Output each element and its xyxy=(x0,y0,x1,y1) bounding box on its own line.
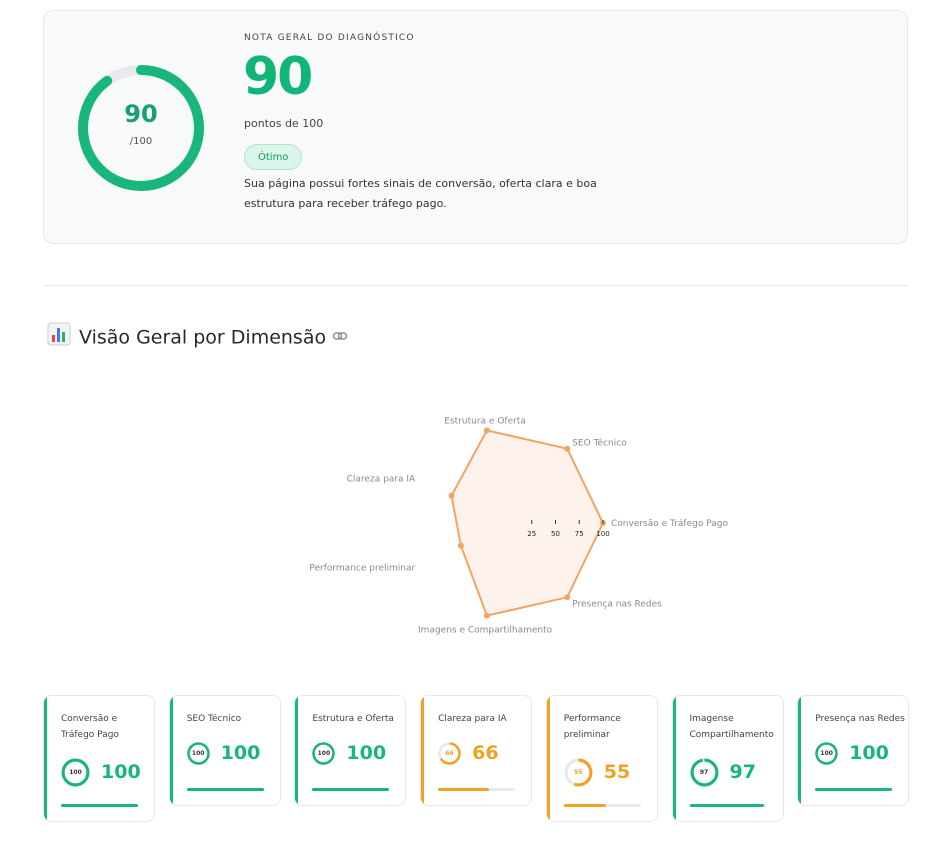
radar-axis-label: Conversão e Tráfego Pago xyxy=(611,519,728,529)
dimension-ring-label: 97 xyxy=(699,768,709,776)
dimension-score: 100 xyxy=(101,760,141,783)
dimension-ring-label: 100 xyxy=(317,749,331,757)
radar-axis-label: Performance preliminar xyxy=(309,564,415,574)
dimension-progress-track xyxy=(312,788,390,791)
dimension-accent-stripe xyxy=(295,696,299,805)
dimension-name: Estrutura e Oferta xyxy=(312,714,394,724)
dimension-progress-fill xyxy=(563,804,607,807)
radar-axis-label: Imagens e Compartilhamento xyxy=(418,625,553,635)
radar-series-area xyxy=(450,429,605,617)
dimension-score: 97 xyxy=(729,760,756,783)
ring-score: 90 xyxy=(124,100,158,128)
overall-score-card: 90 /100 NOTA GERAL DO DIAGNÓSTICO 90 pon… xyxy=(43,10,908,244)
dimension-card: Clareza para IA 66 66 xyxy=(420,695,533,806)
radar-axis-label: Estrutura e Oferta xyxy=(444,417,526,427)
dimension-score-ring xyxy=(61,758,90,787)
radial-tick-label: 100 xyxy=(596,530,609,538)
radial-tick-label: 25 xyxy=(527,530,536,538)
radar-point[interactable] xyxy=(564,594,571,601)
radar-point[interactable] xyxy=(457,542,464,549)
dimension-score-ring xyxy=(690,758,718,787)
dimension-accent-stripe xyxy=(421,696,425,805)
radar-point[interactable] xyxy=(564,445,571,452)
dimension-name: Conversão e Tráfego Pago xyxy=(61,714,119,740)
dimension-progress-track xyxy=(563,804,641,807)
dimension-ring-label: 55 xyxy=(574,768,583,776)
dimension-score-ring xyxy=(815,742,838,765)
diagnosis-points-text: pontos de 100 xyxy=(244,117,324,130)
dimension-score-ring xyxy=(438,742,461,765)
dimension-card: Performance preliminar 55 55 xyxy=(545,695,658,822)
dimension-progress-track xyxy=(438,788,516,791)
dimension-progress-fill xyxy=(438,788,489,791)
dimension-accent-stripe xyxy=(546,696,550,821)
radial-tick-label: 75 xyxy=(575,530,584,538)
dimension-ring-label: 66 xyxy=(445,749,454,757)
dimension-progress-fill xyxy=(186,788,264,791)
section-divider xyxy=(43,285,908,286)
radar-axis-label: SEO Técnico xyxy=(572,437,627,448)
dimension-score: 66 xyxy=(472,741,499,764)
dimension-name: SEO Técnico xyxy=(186,714,242,724)
radar-axis-label: Presença nas Redes xyxy=(572,600,662,610)
radar-point[interactable] xyxy=(483,427,490,434)
dimension-card: SEO Técnico 100 100 xyxy=(168,695,281,806)
dimension-name: Performance preliminar xyxy=(563,714,621,740)
dimension-name: Imagense Compartilhamento xyxy=(689,714,774,740)
dimension-ring-label: 100 xyxy=(191,749,205,757)
section-heading: Visão Geral por Dimensão xyxy=(47,322,348,350)
dimension-score-ring xyxy=(564,758,593,787)
dimension-accent-stripe xyxy=(44,696,47,821)
overall-ring-text: 90 /100 xyxy=(77,64,205,192)
diagnosis-description: Sua página possui fortes sinais de conve… xyxy=(244,177,597,210)
radial-tick-label: 50 xyxy=(551,530,560,538)
dimension-progress-fill xyxy=(689,804,765,807)
link-icon[interactable] xyxy=(332,324,348,352)
dimension-progress-fill xyxy=(312,788,390,791)
dimension-progress-track xyxy=(61,804,138,807)
dimension-score: 100 xyxy=(346,741,387,764)
status-badge: Ótimo xyxy=(244,144,303,170)
dimension-card: Estrutura e Oferta 100 100 xyxy=(294,695,407,806)
dimension-progress-fill xyxy=(815,788,893,791)
dimension-ring-label: 100 xyxy=(820,749,833,757)
ring-max: /100 xyxy=(129,136,153,147)
dimension-progress-track xyxy=(815,788,893,791)
diagnosis-label: NOTA GERAL DO DIAGNÓSTICO xyxy=(244,33,415,43)
dimension-progress-track xyxy=(689,804,767,807)
dimension-score-ring xyxy=(312,742,336,765)
dimension-score: 55 xyxy=(603,760,631,783)
dimension-card: Presença nas Redes 100 100 xyxy=(797,695,910,806)
bar-chart-emoji-icon xyxy=(47,322,71,354)
section-title: Visão Geral por Dimensão xyxy=(79,326,327,349)
dimension-score: 100 xyxy=(220,741,261,764)
overall-score-ring xyxy=(78,65,204,191)
radar-point[interactable] xyxy=(483,612,490,619)
dimension-progress-fill xyxy=(61,804,138,807)
diagnosis-score: 90 xyxy=(243,47,313,107)
dimension-name: Clareza para IA xyxy=(438,714,507,724)
dimension-score-ring xyxy=(186,742,210,765)
dimension-progress-track xyxy=(186,788,264,791)
dimension-score: 100 xyxy=(849,741,889,764)
radar-axis-label: Clareza para IA xyxy=(347,474,416,484)
dimension-name: Presença nas Redes xyxy=(815,714,905,724)
dimension-card: Conversão e Tráfego Pago 100 100 xyxy=(43,695,155,822)
dimension-ring-label: 100 xyxy=(69,768,82,776)
dimension-card: Imagense Compartilhamento 97 97 xyxy=(671,695,784,822)
radar-point[interactable] xyxy=(448,492,455,499)
dimension-accent-stripe xyxy=(798,696,802,805)
dimension-accent-stripe xyxy=(169,696,173,805)
dimension-accent-stripe xyxy=(672,696,676,821)
